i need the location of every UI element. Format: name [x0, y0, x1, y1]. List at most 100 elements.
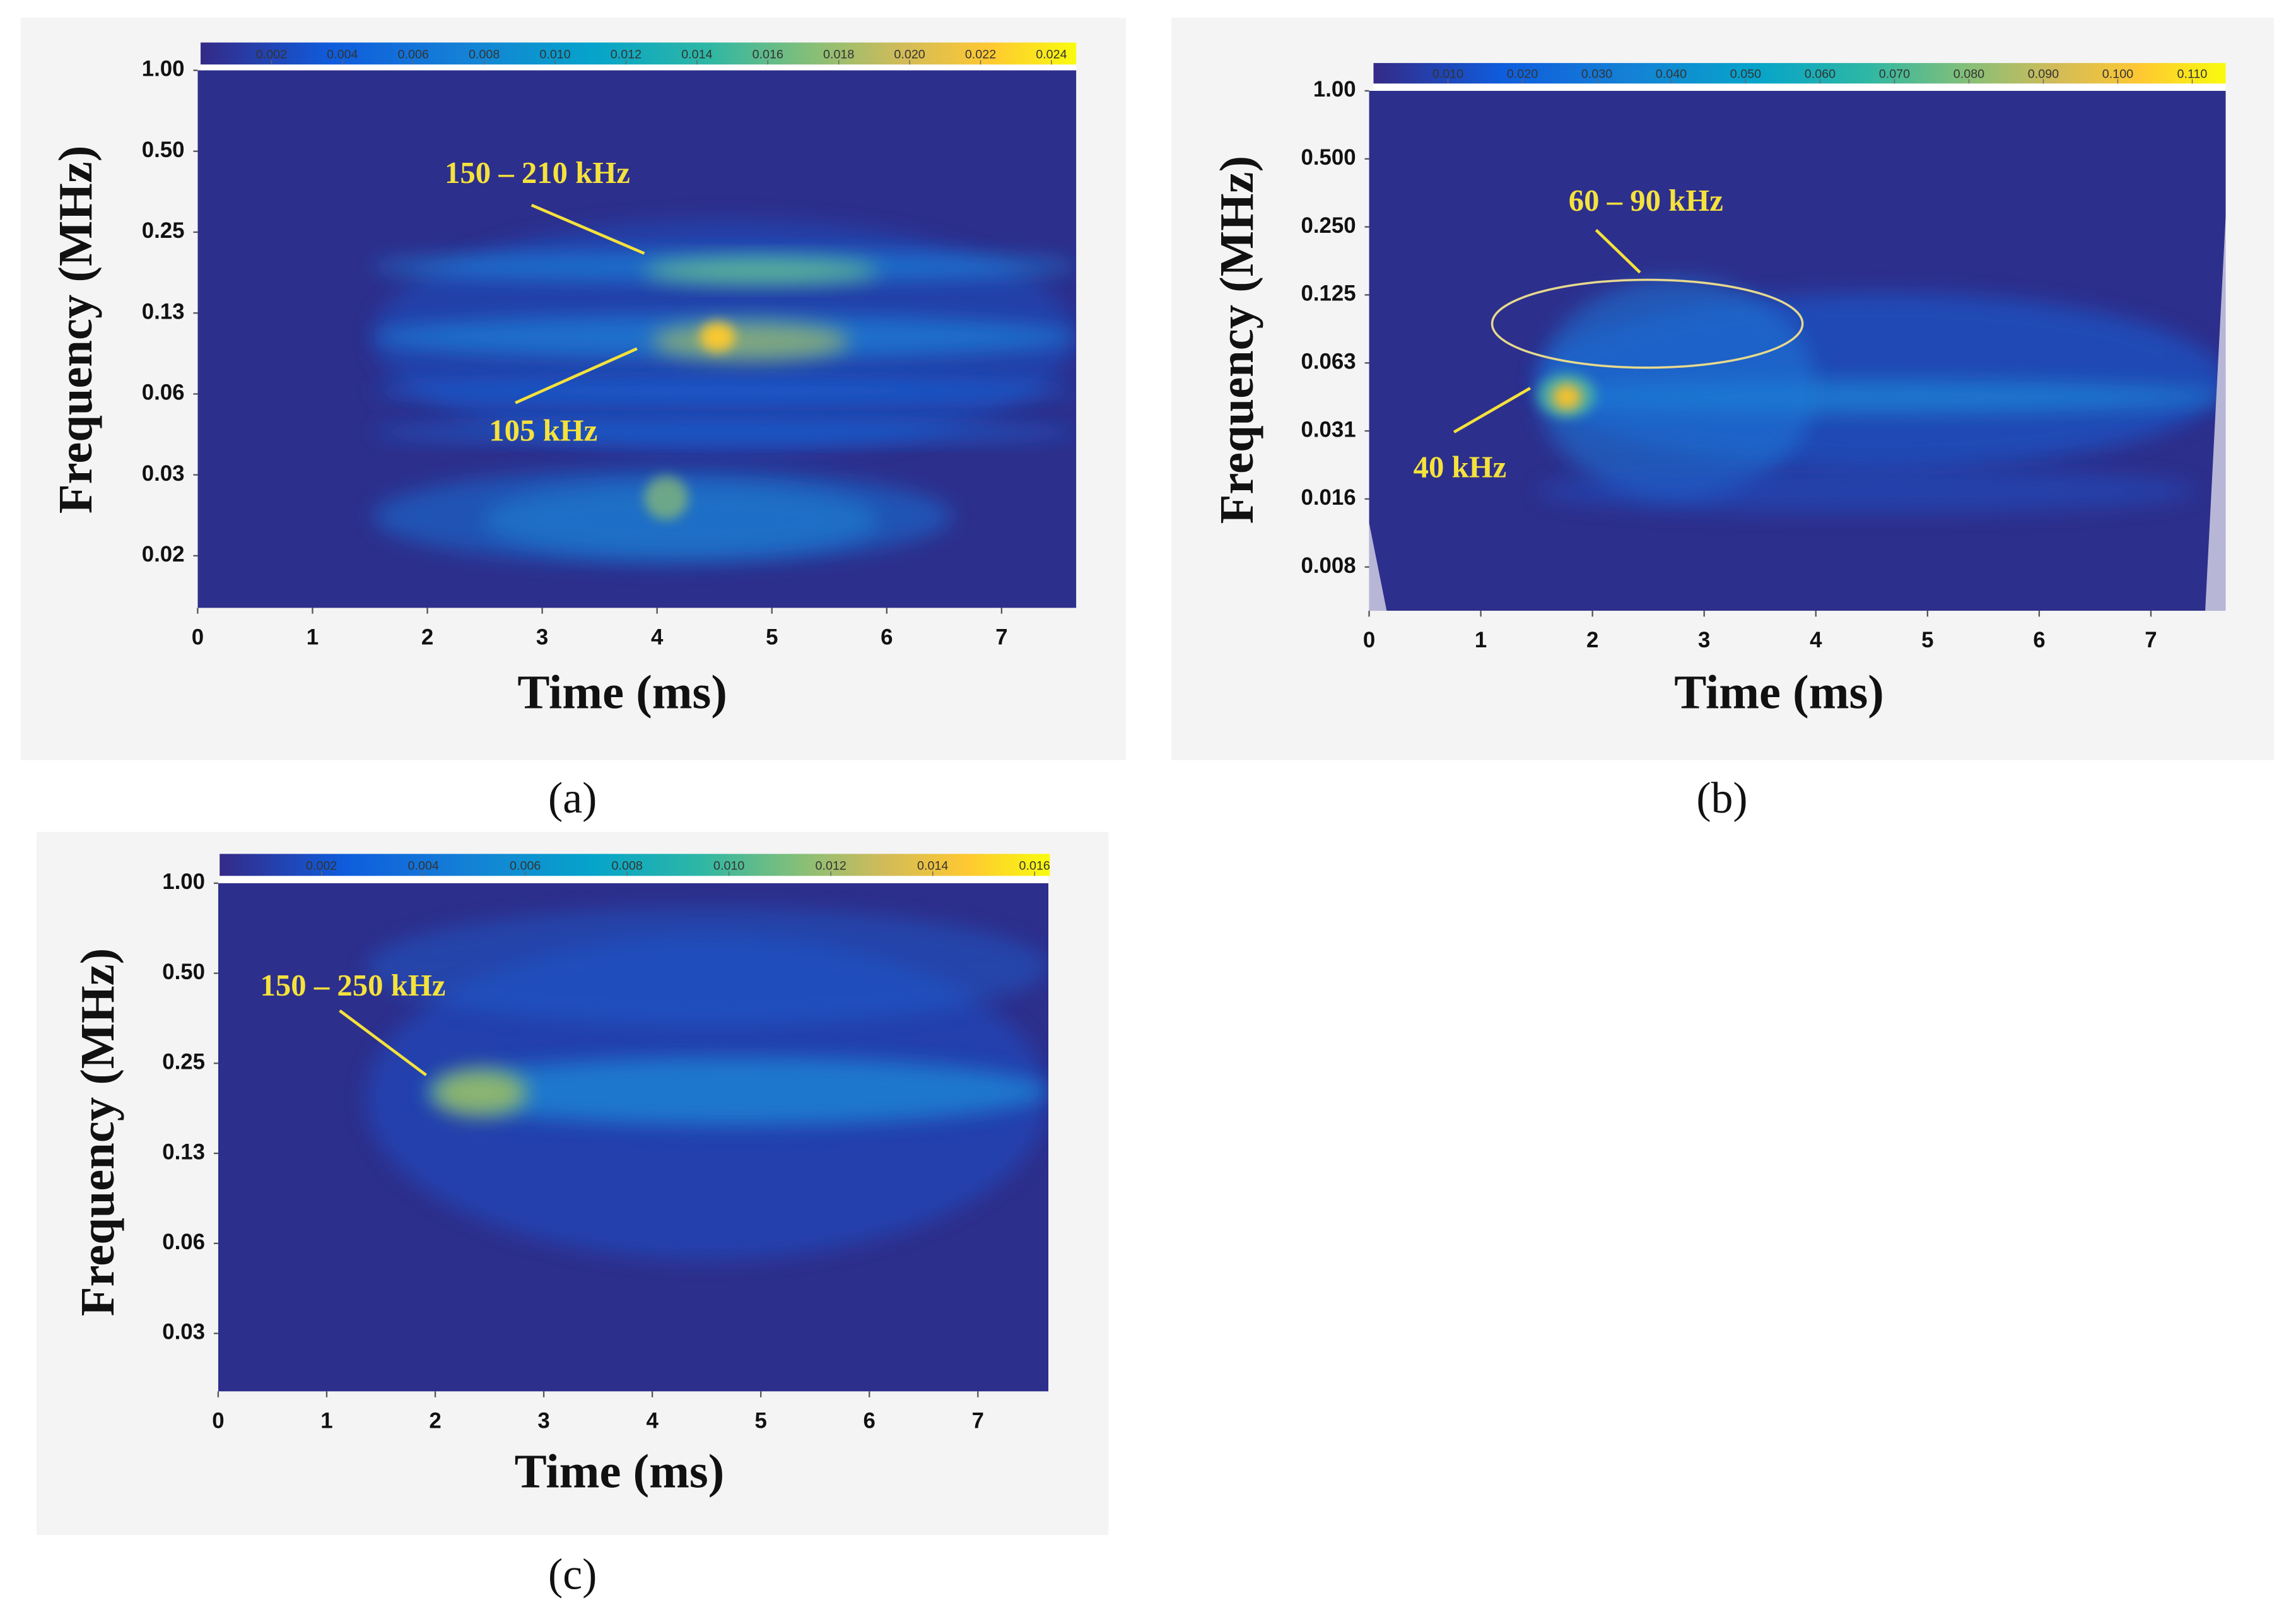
colorbar-tick-label: 0.004 [327, 47, 358, 61]
y-tick-label: 0.031 [1301, 417, 1356, 442]
plot-frame [201, 64, 1077, 71]
y-tick-label: 0.016 [1301, 485, 1356, 510]
intensity-region [366, 908, 1049, 1026]
x-tick-label: 4 [651, 625, 664, 649]
colorbar-tick-label: 0.030 [1581, 68, 1612, 81]
colorbar-tick-label: 0.010 [539, 47, 570, 61]
intensity-region [483, 483, 879, 557]
y-tick-label: 0.02 [142, 542, 185, 567]
colorbar-tick-label: 0.020 [1507, 68, 1538, 81]
intensity-region [373, 378, 1077, 404]
intensity-region [1537, 278, 1816, 498]
y-axis-title: Frequency (MHz) [49, 146, 102, 514]
panel-label: (a) [548, 774, 597, 823]
colorbar-tick-label: 0.020 [894, 47, 925, 61]
annotation-ellipse [1491, 278, 1804, 369]
y-tick-label: 0.13 [142, 299, 185, 324]
annotation: 105 kHz [489, 413, 597, 447]
x-tick-label: 5 [766, 625, 778, 649]
colorbar-tick-label: 0.002 [306, 859, 337, 873]
panel: 0.002 0.004 0.006 0.008 0.010 0.012 0.014 0.016… [20, 17, 1127, 760]
colorbar-tick-label: 0.006 [510, 859, 541, 873]
x-tick-label: 0 [1363, 628, 1375, 652]
colorbar-tick-label: 0.006 [398, 47, 429, 61]
edge-artifact [2205, 215, 2226, 611]
x-tick-label: 2 [421, 625, 433, 649]
x-tick-label: 0 [212, 1408, 224, 1433]
edge-artifact [1369, 522, 1387, 611]
x-tick-label: 1 [307, 625, 319, 649]
colorbar-tick-label: 0.016 [753, 47, 783, 61]
intensity-region [425, 1057, 1049, 1125]
spectrogram [197, 70, 1077, 608]
x-tick-label: 6 [864, 1408, 876, 1433]
x-tick-label: 7 [2145, 628, 2157, 652]
intensity-region [1537, 468, 2197, 513]
spectrogram [218, 883, 1049, 1392]
intensity-region [431, 1069, 527, 1116]
annotation-leader [1453, 387, 1532, 433]
colorbar-tick-label: 0.018 [823, 47, 854, 61]
colorbar-tick-label: 0.050 [1730, 68, 1761, 81]
x-tick-label: 6 [2033, 628, 2045, 652]
x-tick-label: 3 [536, 625, 548, 649]
x-axis-title: Time (ms) [515, 1445, 725, 1498]
colorbar-tick-label: 0.016 [1019, 859, 1050, 873]
annotation: 150 – 210 kHz [445, 156, 630, 190]
colorbar-tick-label: 0.012 [611, 47, 641, 61]
annotation-leader [339, 1009, 427, 1076]
x-tick-label: 7 [972, 1408, 984, 1433]
y-tick-label: 0.250 [1301, 213, 1356, 238]
intensity-region [644, 476, 689, 520]
colorbar-tick-label: 0.060 [1805, 68, 1836, 81]
x-axis-title: Time (ms) [1674, 666, 1884, 719]
y-tick-label: 1.00 [162, 869, 205, 894]
colorbar-tick-label: 0.040 [1656, 68, 1687, 81]
x-tick-label: 2 [1586, 628, 1598, 652]
intensity-region [700, 322, 735, 352]
y-axis-title: Frequency (MHz) [1210, 156, 1263, 524]
colorbar [1373, 62, 2226, 84]
annotation: 60 – 90 kHz [1569, 184, 1723, 218]
colorbar-tick-label: 0.090 [2028, 68, 2059, 81]
intensity-region [652, 322, 850, 361]
x-tick-label: 1 [320, 1408, 332, 1433]
panel-label: (b) [1696, 774, 1747, 823]
y-axis-title: Frequency (MHz) [71, 948, 124, 1317]
colorbar-tick-label: 0.100 [2102, 68, 2133, 81]
annotation-leader [530, 203, 645, 255]
y-tick-label: 0.50 [142, 138, 185, 162]
colorbar-tick-label: 0.010 [713, 859, 744, 873]
x-tick-label: 3 [1698, 628, 1710, 652]
y-tick-label: 0.063 [1301, 349, 1356, 373]
panel-label: (c) [548, 1551, 597, 1599]
colorbar-tick-label: 0.010 [1432, 68, 1463, 81]
y-tick-label: 0.03 [142, 461, 185, 486]
y-tick-label: 0.125 [1301, 281, 1356, 306]
colorbar-tick-label: 0.008 [612, 859, 643, 873]
y-tick-label: 0.008 [1301, 553, 1356, 578]
panel: 0.010 0.020 0.030 0.040 0.050 0.060 0.070 0.080… [1171, 17, 2275, 760]
intensity-region [1552, 384, 1582, 411]
x-tick-label: 5 [1921, 628, 1933, 652]
x-tick-label: 1 [1475, 628, 1487, 652]
intensity-region [373, 421, 1077, 443]
colorbar-tick-label: 0.110 [2177, 68, 2208, 81]
plot-frame [1373, 83, 2226, 91]
x-tick-label: 7 [995, 625, 1007, 649]
y-tick-label: 0.25 [142, 218, 185, 243]
intensity-region [644, 257, 879, 285]
annotation-leader [1595, 228, 1641, 274]
annotation-leader [515, 347, 638, 404]
y-tick-label: 1.00 [1313, 77, 1356, 102]
x-tick-label: 2 [429, 1408, 441, 1433]
x-tick-label: 6 [881, 625, 893, 649]
annotation: 150 – 250 kHz [261, 968, 446, 1003]
y-tick-label: 0.06 [142, 380, 185, 405]
colorbar-tick-label: 0.024 [1036, 47, 1067, 61]
colorbar-tick-label: 0.014 [681, 47, 712, 61]
colorbar-tick-label: 0.008 [469, 47, 500, 61]
y-tick-label: 0.06 [162, 1230, 205, 1254]
